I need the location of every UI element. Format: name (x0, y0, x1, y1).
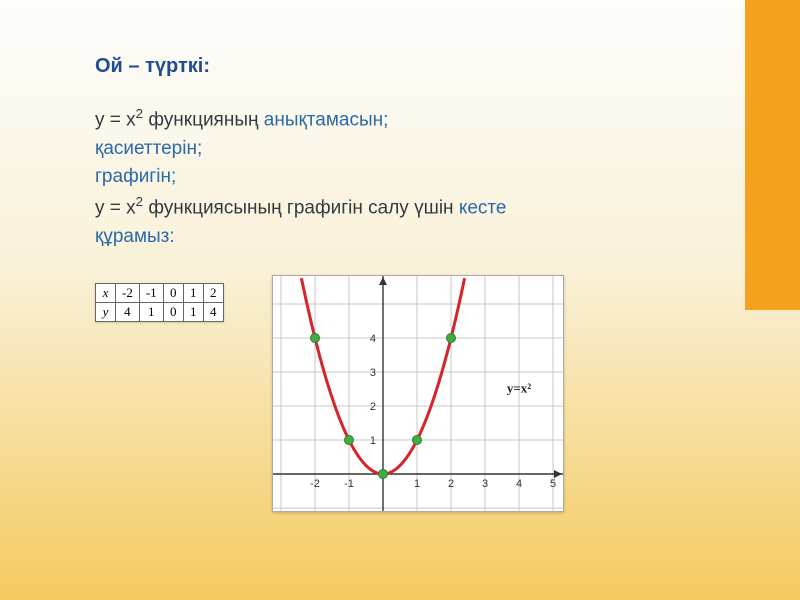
table-row: y 4 1 0 1 4 (96, 303, 224, 322)
line-3: графигін; (95, 163, 730, 192)
svg-text:5: 5 (550, 478, 556, 490)
parabola-chart: -2 -1 1 2 3 4 5 1 2 3 4 y=x² (272, 275, 564, 512)
svg-text:4: 4 (370, 333, 376, 345)
accent-bar (745, 0, 800, 310)
chart-svg: -2 -1 1 2 3 4 5 1 2 3 4 y=x² (273, 276, 563, 511)
svg-text:-1: -1 (344, 478, 354, 490)
line-1: у = х2 функцияның анықтамасын; (95, 104, 730, 135)
line-5: құрамыз: (95, 223, 730, 252)
line-4: у = х2 функциясының графигін салу үшін к… (95, 192, 730, 223)
svg-text:3: 3 (482, 478, 488, 490)
xy-table: x -2 -1 0 1 2 y 4 1 0 1 4 (95, 283, 224, 322)
line-2: қасиеттерін; (95, 135, 730, 164)
graphics-row: x -2 -1 0 1 2 y 4 1 0 1 4 -2 -1 1 2 3 4 5 1 2 3 4 y… (95, 275, 730, 512)
body-text: у = х2 функцияның анықтамасын; қасиеттер… (95, 104, 730, 251)
slide-content: Ой – түрткі: у = х2 функцияның анықтамас… (0, 0, 800, 512)
table-row: x -2 -1 0 1 2 (96, 284, 224, 303)
svg-text:2: 2 (370, 401, 376, 413)
svg-text:1: 1 (370, 435, 376, 447)
slide-title: Ой – түрткі: (95, 55, 730, 78)
svg-text:1: 1 (414, 478, 420, 490)
svg-text:3: 3 (370, 367, 376, 379)
svg-text:y=x²: y=x² (507, 381, 531, 396)
svg-text:-2: -2 (310, 478, 320, 490)
svg-text:2: 2 (448, 478, 454, 490)
svg-text:4: 4 (516, 478, 522, 490)
